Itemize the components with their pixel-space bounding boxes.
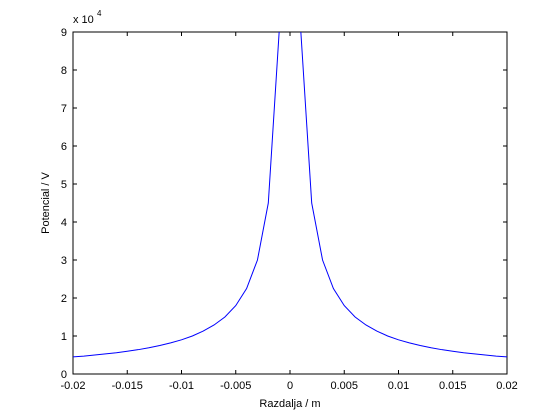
x-tick-label: 0	[287, 380, 293, 392]
y-multiplier: x 10	[73, 14, 94, 26]
x-axis-label: Razdalja / m	[259, 398, 320, 410]
y-tick-label: 0	[61, 369, 67, 381]
x-tick-label: -0.005	[220, 380, 251, 392]
y-tick-label: 7	[61, 103, 67, 115]
y-tick-label: 4	[61, 217, 67, 229]
plot-area	[72, 31, 508, 375]
x-tick-label: 0.015	[439, 380, 467, 392]
x-tick-label: 0.02	[496, 380, 517, 392]
y-tick-label: 3	[61, 255, 67, 267]
x-tick-label: 0.01	[388, 380, 409, 392]
y-tick-label: 8	[61, 65, 67, 77]
y-multiplier-exponent: 4	[97, 9, 102, 18]
x-tick-label: -0.02	[60, 380, 85, 392]
y-tick-label: 6	[61, 141, 67, 153]
x-tick-label: -0.015	[112, 380, 143, 392]
x-tick-label: -0.01	[169, 380, 194, 392]
y-tick-label: 2	[61, 293, 67, 305]
y-tick-label: 9	[61, 27, 67, 39]
data-line	[73, 32, 507, 358]
y-tick-label: 1	[61, 331, 67, 343]
y-tick-label: 5	[61, 179, 67, 191]
y-axis-label: Potencial / V	[40, 171, 52, 233]
x-tick-label: 0.005	[330, 380, 358, 392]
